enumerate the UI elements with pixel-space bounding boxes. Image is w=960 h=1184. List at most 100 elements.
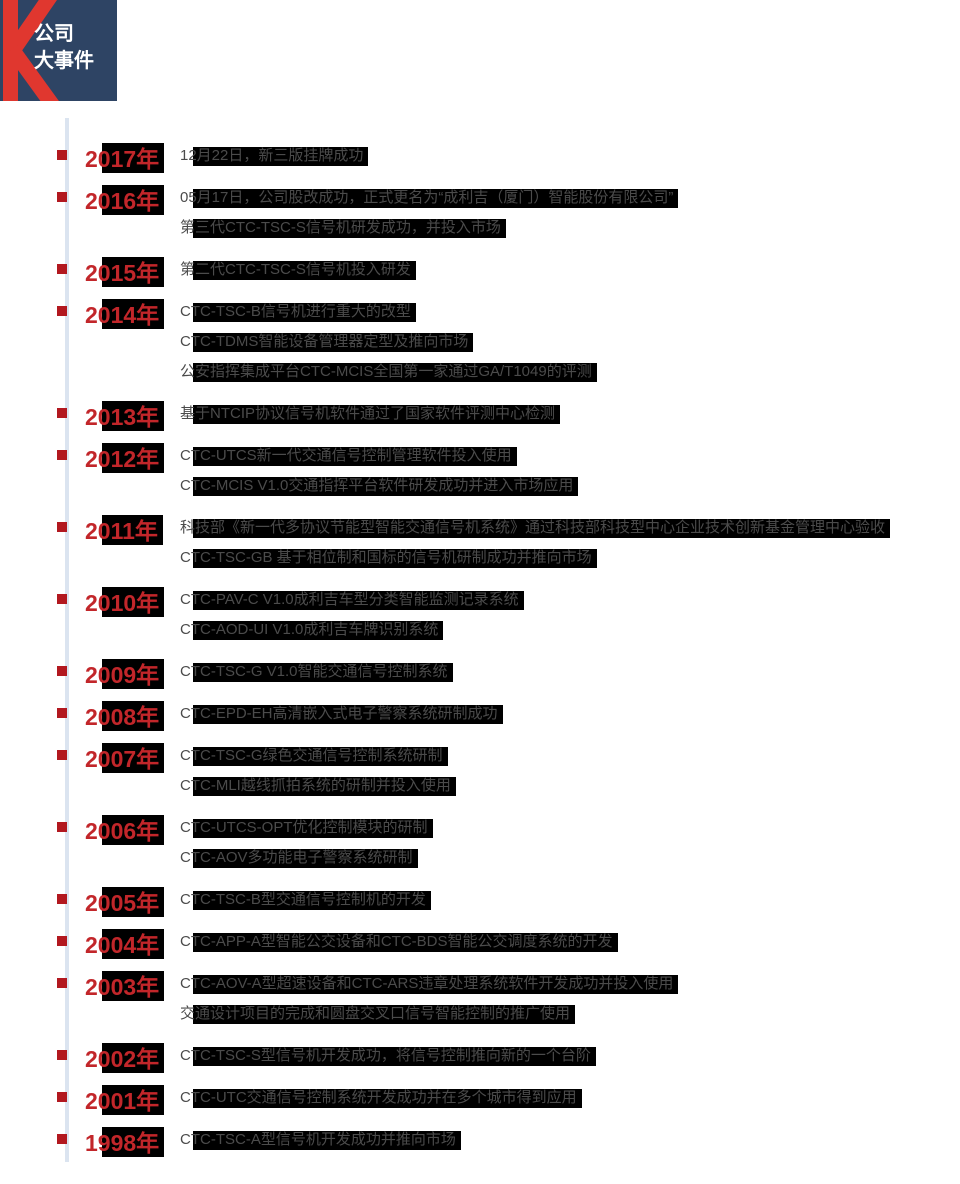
event-text: CTC-TSC-G V1.0智能交通信号控制系统: [178, 661, 453, 683]
event-text: CTC-TSC-GB 基于相位制和国标的信号机研制成功并推向市场: [178, 547, 597, 569]
year-text: 2009年: [85, 656, 165, 690]
event-text: 05月17日，公司股改成功，正式更名为“成利吉（厦门）智能股份有限公司”: [178, 187, 679, 209]
year-text: 2014年: [85, 296, 165, 330]
year-text: 2003年: [85, 968, 165, 1002]
event-line: 公安指挥集成平台CTC-MCIS全国第一家通过GA/T1049的评测: [178, 358, 960, 388]
badge-title: 公司 大事件: [34, 21, 114, 75]
event-list: 第二代CTC-TSC-S信号机投入研发: [178, 256, 960, 286]
year-text: 2010年: [85, 584, 165, 618]
event-line: 05月17日，公司股改成功，正式更名为“成利吉（厦门）智能股份有限公司”: [178, 184, 960, 214]
timeline-entry: 1998年 CTC-TSC-A型信号机开发成功并推向市场: [0, 1126, 960, 1157]
year-label: 2008年: [85, 698, 165, 732]
timeline-bullet-icon: [57, 822, 67, 832]
k-logo-icon: [0, 0, 117, 101]
timeline-bullet-icon: [57, 408, 67, 418]
timeline-entry: 2006年 CTC-UTCS-OPT优化控制模块的研制 CTC-AOV多功能电子警察…: [0, 814, 960, 874]
year-text: 2015年: [85, 254, 165, 288]
event-text: 交通设计项目的完成和圆盘交叉口信号智能控制的推广使用: [178, 1003, 576, 1025]
event-line: CTC-UTCS-OPT优化控制模块的研制: [178, 814, 960, 844]
event-line: CTC-TSC-G绿色交通信号控制系统研制: [178, 742, 960, 772]
event-text: CTC-APP-A型智能公交设备和CTC-BDS智能公交调度系统的开发: [178, 931, 618, 953]
event-line: 交通设计项目的完成和圆盘交叉口信号智能控制的推广使用: [178, 1000, 960, 1030]
year-label: 2009年: [85, 656, 165, 690]
event-text: CTC-UTCS新一代交通信号控制管理软件投入使用: [178, 445, 517, 467]
event-line: CTC-AOD-UI V1.0成利吉车牌识别系统: [178, 616, 960, 646]
event-line: CTC-AOV-A型超速设备和CTC-ARS违章处理系统软件开发成功并投入使用: [178, 970, 960, 1000]
year-text: 2007年: [85, 740, 165, 774]
event-list: CTC-TSC-B信号机进行重大的改型 CTC-TDMS智能设备管理器定型及推向市…: [178, 298, 960, 388]
timeline-entry: 2005年 CTC-TSC-B型交通信号控制机的开发: [0, 886, 960, 917]
year-label: 2013年: [85, 398, 165, 432]
timeline-entry: 2008年 CTC-EPD-EH高清嵌入式电子警察系统研制成功: [0, 698, 960, 732]
event-line: 基于NTCIP协议信号机软件通过了国家软件评测中心检测: [178, 400, 960, 430]
timeline-entry: 2004年 CTC-APP-A型智能公交设备和CTC-BDS智能公交调度系统的开发: [0, 928, 960, 959]
event-list: CTC-TSC-G V1.0智能交通信号控制系统: [178, 658, 960, 688]
timeline-bullet-icon: [57, 1092, 67, 1102]
badge-title-line2: 大事件: [34, 50, 94, 72]
event-list: 基于NTCIP协议信号机软件通过了国家软件评测中心检测: [178, 400, 960, 430]
badge-title-line1: 公司: [34, 23, 74, 45]
event-text: CTC-UTCS-OPT优化控制模块的研制: [178, 817, 432, 839]
event-text: CTC-TDMS智能设备管理器定型及推向市场: [178, 331, 474, 353]
event-line: CTC-EPD-EH高清嵌入式电子警察系统研制成功: [178, 700, 960, 730]
year-text: 2012年: [85, 440, 165, 474]
event-text: CTC-AOV-A型超速设备和CTC-ARS违章处理系统软件开发成功并投入使用: [178, 973, 679, 995]
timeline-bullet-icon: [57, 978, 67, 988]
timeline-bullet-icon: [57, 750, 67, 760]
event-line: CTC-TSC-A型信号机开发成功并推向市场: [178, 1126, 960, 1156]
event-text: CTC-PAV-C V1.0成利吉车型分类智能监测记录系统: [178, 589, 524, 611]
timeline-entry: 2014年 CTC-TSC-B信号机进行重大的改型 CTC-TDMS智能设备管理器定…: [0, 298, 960, 388]
timeline-bullet-icon: [57, 306, 67, 316]
timeline-bullet-icon: [57, 936, 67, 946]
event-list: 科技部《新一代多协议节能型智能交通信号机系统》通过科技部科技型中心企业技术创新基…: [178, 514, 960, 574]
event-line: CTC-MLI越线抓拍系统的研制并投入使用: [178, 772, 960, 802]
timeline-entry: 2001年 CTC-UTC交通信号控制系统开发成功并在多个城市得到应用: [0, 1082, 960, 1116]
timeline-bullet-icon: [57, 1050, 67, 1060]
event-list: CTC-PAV-C V1.0成利吉车型分类智能监测记录系统 CTC-AOD-UI …: [178, 586, 960, 646]
event-text: CTC-TSC-G绿色交通信号控制系统研制: [178, 745, 447, 767]
event-line: CTC-UTCS新一代交通信号控制管理软件投入使用: [178, 442, 960, 472]
timeline-bullet-icon: [57, 264, 67, 274]
year-label: 2014年: [85, 296, 165, 330]
event-line: 科技部《新一代多协议节能型智能交通信号机系统》通过科技部科技型中心企业技术创新基…: [178, 514, 960, 544]
timeline-entry: 2002年 CTC-TSC-S型信号机开发成功，将信号控制推向新的一个台阶: [0, 1040, 960, 1074]
year-text: 2011年: [85, 512, 163, 546]
year-label: 2012年: [85, 440, 165, 474]
event-text: CTC-TSC-B信号机进行重大的改型: [178, 301, 416, 323]
event-text: CTC-MLI越线抓拍系统的研制并投入使用: [178, 775, 456, 797]
event-line: CTC-APP-A型智能公交设备和CTC-BDS智能公交调度系统的开发: [178, 928, 960, 958]
timeline-entry: 2012年 CTC-UTCS新一代交通信号控制管理软件投入使用 CTC-MCIS V…: [0, 442, 960, 502]
year-label: 2001年: [85, 1082, 165, 1116]
event-list: CTC-UTCS-OPT优化控制模块的研制 CTC-AOV多功能电子警察系统研制: [178, 814, 960, 874]
timeline-entry: 2017年 12月22日，新三版挂牌成功: [0, 140, 960, 174]
event-text: 12月22日，新三版挂牌成功: [178, 145, 369, 167]
event-text: 基于NTCIP协议信号机软件通过了国家软件评测中心检测: [178, 403, 561, 425]
event-line: 第三代CTC-TSC-S信号机研发成功，并投入市场: [178, 214, 960, 244]
year-text: 2016年: [85, 182, 165, 216]
year-label: 2003年: [85, 968, 165, 1002]
event-line: CTC-PAV-C V1.0成利吉车型分类智能监测记录系统: [178, 586, 960, 616]
timeline-entry: 2009年 CTC-TSC-G V1.0智能交通信号控制系统: [0, 656, 960, 690]
event-list: 05月17日，公司股改成功，正式更名为“成利吉（厦门）智能股份有限公司” 第三代C…: [178, 184, 960, 244]
event-list: 12月22日，新三版挂牌成功: [178, 142, 960, 172]
year-text: 2002年: [85, 1040, 165, 1074]
year-text: 2001年: [85, 1082, 165, 1116]
event-text: CTC-MCIS V1.0交通指挥平台软件研发成功并进入市场应用: [178, 475, 579, 497]
event-list: CTC-UTC交通信号控制系统开发成功并在多个城市得到应用: [178, 1084, 960, 1114]
event-line: 第二代CTC-TSC-S信号机投入研发: [178, 256, 960, 286]
event-text: 第二代CTC-TSC-S信号机投入研发: [178, 259, 416, 281]
timeline-entry: 2016年 05月17日，公司股改成功，正式更名为“成利吉（厦门）智能股份有限公司…: [0, 184, 960, 244]
year-label: 2010年: [85, 584, 165, 618]
timeline: 2017年 12月22日，新三版挂牌成功 2016年 05月17日，公司股改成功，正式…: [0, 142, 960, 1168]
timeline-axis: [65, 118, 69, 1162]
event-line: CTC-TSC-B信号机进行重大的改型: [178, 298, 960, 328]
event-text: 第三代CTC-TSC-S信号机研发成功，并投入市场: [178, 217, 506, 239]
timeline-entry: 2011年 科技部《新一代多协议节能型智能交通信号机系统》通过科技部科技型中心企业…: [0, 514, 960, 574]
year-label: 2002年: [85, 1040, 165, 1074]
event-line: CTC-AOV多功能电子警察系统研制: [178, 844, 960, 874]
event-text: CTC-EPD-EH高清嵌入式电子警察系统研制成功: [178, 703, 502, 725]
event-list: CTC-TSC-G绿色交通信号控制系统研制 CTC-MLI越线抓拍系统的研制并投入…: [178, 742, 960, 802]
event-text: 科技部《新一代多协议节能型智能交通信号机系统》通过科技部科技型中心企业技术创新基…: [178, 517, 891, 539]
event-text: CTC-UTC交通信号控制系统开发成功并在多个城市得到应用: [178, 1087, 582, 1109]
year-label: 2017年: [85, 140, 165, 174]
